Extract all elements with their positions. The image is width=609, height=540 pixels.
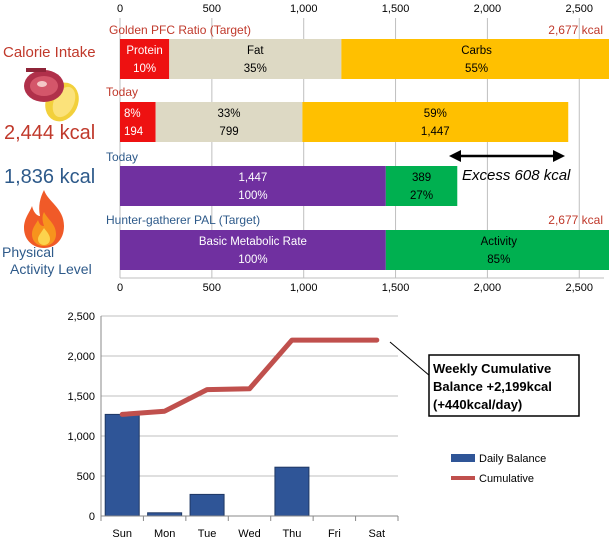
bar-segment — [155, 102, 303, 142]
pal-label-line2: Activity Level — [10, 261, 92, 277]
weekly-chart-axis: 0 500 1,000 1,500 2,000 2,500 Sun Mon Tue Wed Thu F… — [67, 311, 399, 540]
bar-segment — [120, 102, 156, 142]
top-tick-label: 2,000 — [474, 3, 502, 15]
bar-segment-label-bottom: 100% — [238, 254, 267, 266]
row-total-pal-target: 2,677 kcal — [548, 213, 603, 227]
weekly-chart-line — [119, 337, 380, 417]
row-title-pfc-target: Golden PFC Ratio (Target) — [109, 23, 251, 37]
excess-arrow — [449, 150, 565, 162]
weekly-y-tick-label: 2,500 — [67, 311, 95, 323]
bar-segment-label-bottom: 35% — [244, 63, 267, 75]
legend-label-daily-balance: Daily Balance — [479, 453, 546, 465]
bar-segment-label-top: Basic Metabolic Rate — [199, 236, 307, 248]
bar-segment — [385, 166, 458, 206]
weekly-y-tick-label: 1,500 — [67, 391, 95, 403]
bar-segment — [169, 39, 342, 79]
weekly-balance-chart: 0 500 1,000 1,500 2,000 2,500 Sun Mon Tue Wed Thu F… — [67, 311, 580, 540]
row-title-today-intake: Today — [106, 85, 138, 99]
bar-segment-label-top: 389 — [412, 172, 431, 184]
top-tick-label: 1,500 — [382, 3, 410, 15]
bar-segment — [120, 166, 386, 206]
weekly-x-tick-label: Mon — [154, 528, 175, 540]
weekly-y-tick-label: 1,000 — [67, 431, 95, 443]
weekly-x-tick-label: Sun — [112, 528, 132, 540]
weekly-chart-grid — [101, 315, 398, 517]
top-tick-label-bottom: 1,500 — [382, 282, 410, 294]
bar-segment — [302, 102, 569, 142]
bar-segment-label-bottom: 55% — [465, 63, 488, 75]
top-tick-label: 0 — [117, 3, 123, 15]
top-tick-label-bottom: 1,000 — [290, 282, 318, 294]
weekly-x-tick-label: Tue — [198, 528, 217, 540]
intake-kcal-value: 2,444 kcal — [4, 122, 96, 144]
daily-balance-bar — [189, 493, 225, 517]
flame-icon — [18, 188, 70, 250]
bar-segment-label-top: 33% — [218, 108, 241, 120]
top-tick-label: 2,500 — [565, 3, 593, 15]
bar-segment-label-bottom: 1,447 — [421, 126, 450, 138]
top-tick-label-bottom: 2,500 — [565, 282, 593, 294]
bar-segment-label-bottom: 100% — [238, 190, 267, 202]
bar-segment-label-top: 59% — [424, 108, 447, 120]
bar-segment-label-top: Carbs — [461, 45, 492, 57]
legend-swatch-daily-balance — [451, 454, 475, 462]
row-total-pfc-target: 2,677 kcal — [548, 23, 603, 37]
daily-balance-bar — [104, 413, 140, 517]
food-icon — [20, 64, 82, 124]
callout-line-1: Weekly Cumulative — [433, 361, 551, 376]
top-tick-label: 1,000 — [290, 3, 318, 15]
weekly-y-tick-label: 0 — [89, 511, 95, 523]
callout: Weekly Cumulative Balance +2,199kcal (+4… — [389, 341, 580, 417]
bar-segment — [120, 39, 170, 79]
bar-segment-label-bottom: 10% — [133, 63, 156, 75]
top-tick-label-bottom: 2,000 — [474, 282, 502, 294]
bar-segment-label-top: 1,447 — [239, 172, 268, 184]
weekly-chart-bars — [104, 413, 310, 517]
bar-segment-label-top: Activity — [481, 236, 518, 248]
row-title-pal-target: Hunter-gatherer PAL (Target) — [106, 213, 260, 227]
legend-label-cumulative: Cumulative — [479, 473, 534, 485]
callout-line-2: Balance +2,199kcal — [433, 379, 552, 394]
bar-segment — [341, 39, 609, 79]
expenditure-kcal-value: 1,836 kcal — [4, 166, 96, 188]
bar-segment-label-bottom: 799 — [219, 126, 238, 138]
bar-segment-label-bottom: 85% — [487, 254, 510, 266]
weekly-x-tick-label: Fri — [328, 528, 341, 540]
daily-balance-bar — [274, 466, 310, 517]
callout-line-3: (+440kcal/day) — [433, 397, 522, 412]
top-tick-label-bottom: 500 — [203, 282, 221, 294]
bar-segment — [385, 230, 609, 270]
bar-segment-label-bottom: 194 — [124, 126, 144, 138]
bar-segment-label-top: 8% — [124, 108, 141, 120]
row-title-today-expenditure: Today — [106, 150, 138, 164]
calorie-intake-label: Calorie Intake — [3, 44, 96, 61]
bar-segment-label-top: Protein — [126, 45, 162, 57]
weekly-x-tick-label: Thu — [282, 528, 301, 540]
cumulative-line — [119, 337, 380, 417]
bar-segment — [120, 230, 386, 270]
legend: Daily Balance Cumulative — [451, 453, 546, 485]
weekly-x-tick-label: Wed — [238, 528, 260, 540]
pal-label-line1: Physical — [2, 244, 55, 260]
bar-segment-label-bottom: 27% — [410, 190, 433, 202]
weekly-y-tick-label: 500 — [77, 471, 95, 483]
weekly-x-tick-label: Sat — [369, 528, 386, 540]
bar-segment-label-top: Fat — [247, 45, 264, 57]
top-chart-ticks: 0 0 500 500 1,000 1,000 1,500 1,500 2,000 2,000 2,… — [117, 3, 593, 294]
top-tick-label: 500 — [203, 3, 221, 15]
pfc-pal-chart: 0 0 500 500 1,000 1,000 1,500 1,500 2,000 2,000 2,… — [106, 3, 609, 294]
excess-label: Excess 608 kcal — [462, 167, 571, 184]
top-chart-bars: Protein 10% Fat 35% Carbs 55% 8% 194 33% 799 59% 1,… — [120, 39, 609, 270]
top-tick-label-bottom: 0 — [117, 282, 123, 294]
weekly-y-tick-label: 2,000 — [67, 351, 95, 363]
